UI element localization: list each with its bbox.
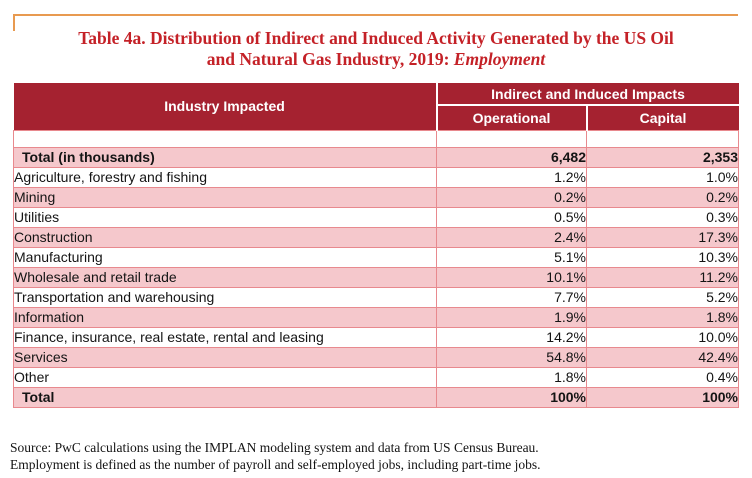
table-row: Mining 0.2% 0.2% (13, 186, 740, 208)
page-left-border-stub (13, 14, 15, 31)
table-title-line1: Table 4a. Distribution of Indirect and I… (78, 28, 674, 48)
spacer-row (13, 129, 740, 148)
header-row-1: Industry Impacted Indirect and Induced I… (13, 83, 739, 130)
industry-cell: Manufacturing (13, 246, 437, 268)
operational-value-cell: 54.8% (436, 346, 587, 368)
industry-cell: Mining (13, 186, 437, 208)
empty-cell (436, 129, 587, 148)
industry-cell: Construction (13, 226, 437, 248)
header-indirect-induced-impacts: Indirect and Induced Impacts (436, 83, 739, 106)
capital-value-cell: 10.3% (585, 246, 740, 268)
table-title-line2: and Natural Gas Industry, 2019: (206, 49, 454, 69)
capital-value-cell: 17.3% (585, 226, 740, 248)
operational-value-cell: 6,482 (436, 146, 587, 168)
table-row: Services 54.8% 42.4% (13, 346, 740, 368)
capital-value-cell: 1.0% (585, 166, 740, 188)
empty-cell (13, 129, 437, 148)
table-row: Other 1.8% 0.4% (13, 366, 740, 388)
capital-value-cell: 0.2% (585, 186, 740, 208)
operational-value-cell: 2.4% (436, 226, 587, 248)
operational-value-cell: 100% (436, 386, 587, 408)
table-row: Total (in thousands) 6,482 2,353 (13, 146, 740, 168)
table-row: Finance, insurance, real estate, rental … (13, 326, 740, 348)
capital-value-cell: 11.2% (585, 266, 740, 288)
source-line-1: Source: PwC calculations using the IMPLA… (10, 440, 539, 455)
table-row: Agriculture, forestry and fishing 1.2% 1… (13, 166, 740, 188)
header-row-2: Operational Capital (14, 105, 739, 130)
industry-cell: Total (in thousands) (13, 146, 437, 168)
capital-value-cell: 100% (585, 386, 740, 408)
operational-value-cell: 1.2% (436, 166, 587, 188)
operational-value-cell: 0.5% (436, 206, 587, 228)
operational-value-cell: 1.9% (436, 306, 587, 328)
table-row: Construction 2.4% 17.3% (13, 226, 740, 248)
header-operational: Operational (436, 105, 588, 130)
industry-cell: Utilities (13, 206, 437, 228)
industry-cell: Information (13, 306, 437, 328)
operational-value-cell: 5.1% (436, 246, 587, 268)
table-row: Transportation and warehousing 7.7% 5.2% (13, 286, 740, 308)
capital-value-cell: 5.2% (585, 286, 740, 308)
capital-value-cell: 0.4% (585, 366, 740, 388)
table-row: Total 100% 100% (13, 386, 740, 408)
operational-value-cell: 14.2% (436, 326, 587, 348)
industry-cell: Agriculture, forestry and fishing (13, 166, 437, 188)
table-row: Manufacturing 5.1% 10.3% (13, 246, 740, 268)
industry-cell: Other (13, 366, 437, 388)
capital-value-cell: 0.3% (585, 206, 740, 228)
page-top-border (13, 14, 738, 16)
table-row: Information 1.9% 1.8% (13, 306, 740, 328)
operational-value-cell: 1.8% (436, 366, 587, 388)
table-title-emphasis: Employment (453, 49, 546, 69)
table-row: Utilities 0.5% 0.3% (13, 206, 740, 228)
industry-cell: Transportation and warehousing (13, 286, 437, 308)
industry-cell: Finance, insurance, real estate, rental … (13, 326, 437, 348)
operational-value-cell: 10.1% (436, 266, 587, 288)
impact-table: Industry Impacted Indirect and Induced I… (13, 83, 740, 408)
table-row: Wholesale and retail trade 10.1% 11.2% (13, 266, 740, 288)
header-industry-impacted: Industry Impacted (13, 83, 438, 130)
empty-cell (585, 129, 740, 148)
header-capital: Capital (586, 105, 739, 130)
capital-value-cell: 2,353 (585, 146, 740, 168)
table-header: Industry Impacted Indirect and Induced I… (13, 83, 739, 130)
empty-row (13, 129, 740, 148)
table-title: Table 4a. Distribution of Indirect and I… (0, 28, 752, 70)
source-note: Source: PwC calculations using the IMPLA… (10, 440, 541, 473)
industry-cell: Services (13, 346, 437, 368)
operational-value-cell: 0.2% (436, 186, 587, 208)
capital-value-cell: 42.4% (585, 346, 740, 368)
capital-value-cell: 10.0% (585, 326, 740, 348)
capital-value-cell: 1.8% (585, 306, 740, 328)
operational-value-cell: 7.7% (436, 286, 587, 308)
industry-cell: Wholesale and retail trade (13, 266, 437, 288)
source-line-2: Employment is defined as the number of p… (10, 456, 541, 472)
industry-cell: Total (13, 386, 437, 408)
table-body: Total (in thousands) 6,482 2,353 Agricul… (13, 146, 740, 408)
